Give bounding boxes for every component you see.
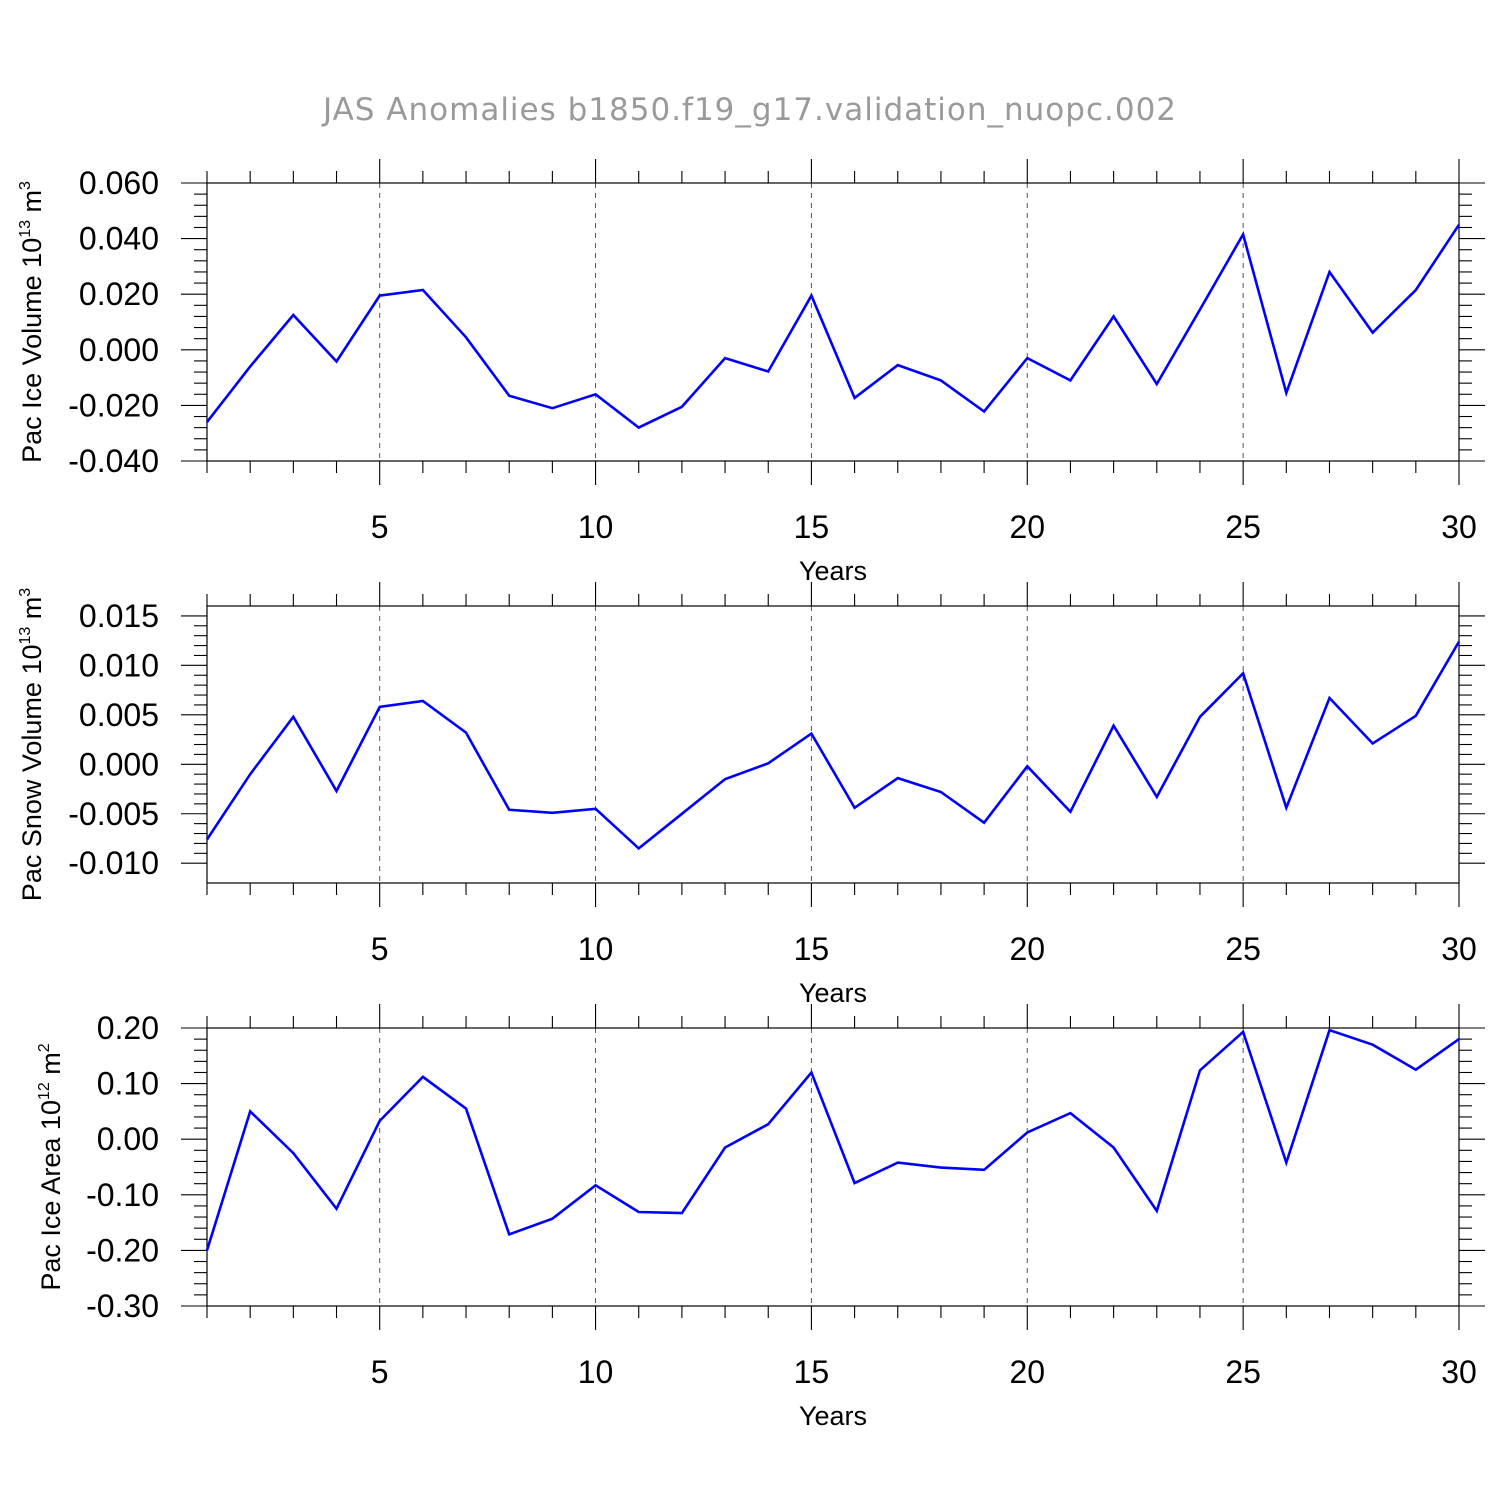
series-line bbox=[205, 1028, 1460, 1251]
x-axis-label: Years bbox=[799, 978, 867, 1008]
y-tick-label: -0.020 bbox=[68, 387, 159, 423]
x-tick-label: 10 bbox=[578, 509, 614, 545]
chart-panel-1: -0.040 -0.020 0.000 0.020 0.040 0.060 5 10 15 20 2… bbox=[17, 159, 1485, 586]
x-tick-label: 5 bbox=[371, 931, 389, 967]
x-tick-label: 15 bbox=[794, 931, 830, 967]
y-tick-label: 0.20 bbox=[97, 1010, 159, 1046]
y-tick-label: 0.005 bbox=[79, 697, 159, 733]
y-axis-label: Pac Ice Volume 1013 m3 bbox=[17, 181, 47, 463]
x-tick-label: 15 bbox=[794, 1354, 830, 1390]
y-tick-label: 0.015 bbox=[79, 598, 159, 634]
x-tick-label: 20 bbox=[1009, 1354, 1045, 1390]
x-tick-label: 20 bbox=[1009, 931, 1045, 967]
y-tick-label: -0.040 bbox=[68, 443, 159, 479]
x-tick-label: 10 bbox=[578, 931, 614, 967]
x-tick-label: 5 bbox=[371, 1354, 389, 1390]
y-tick-label: 0.10 bbox=[97, 1066, 159, 1102]
y-tick-label: 0.040 bbox=[79, 221, 159, 257]
chart-panel-2: -0.010 -0.005 0.000 0.005 0.010 0.015 5 10 15 20 2… bbox=[17, 582, 1485, 1008]
y-tick-label: -0.005 bbox=[68, 796, 159, 832]
plot-frame bbox=[206, 182, 1460, 462]
panels: -0.040 -0.020 0.000 0.020 0.040 0.060 5 10 15 20 2… bbox=[17, 159, 1485, 1431]
y-tick-label: -0.20 bbox=[86, 1232, 159, 1268]
x-tick-label: 10 bbox=[578, 1354, 614, 1390]
series-line bbox=[205, 640, 1461, 851]
x-axis-label: Years bbox=[799, 1401, 867, 1431]
y-tick-label: 0.010 bbox=[79, 647, 159, 683]
x-tick-label: 30 bbox=[1441, 509, 1477, 545]
plot-frame bbox=[206, 605, 1460, 884]
y-axis-label: Pac Snow Volume 1013 m3 bbox=[17, 588, 47, 901]
x-tick-label: 5 bbox=[371, 509, 389, 545]
y-tick-label: 0.000 bbox=[79, 746, 159, 782]
y-tick-label: 0.060 bbox=[79, 165, 159, 201]
y-axis-label: Pac Ice Area 1012 m2 bbox=[36, 1043, 66, 1290]
x-tick-label: 30 bbox=[1441, 1354, 1477, 1390]
x-tick-label: 15 bbox=[794, 509, 830, 545]
plot-frame bbox=[206, 1027, 1460, 1307]
series-line bbox=[205, 223, 1461, 430]
x-tick-label: 20 bbox=[1009, 509, 1045, 545]
y-tick-label: 0.00 bbox=[97, 1121, 159, 1157]
y-tick-label: -0.010 bbox=[68, 845, 159, 881]
y-tick-label: 0.000 bbox=[79, 332, 159, 368]
chart-panel-3: -0.30 -0.20 -0.10 0.00 0.10 0.20 5 10 15 20 25 30 Ye… bbox=[36, 1004, 1485, 1431]
y-tick-label: -0.30 bbox=[86, 1288, 159, 1324]
y-tick-label: -0.10 bbox=[86, 1177, 159, 1213]
x-tick-label: 25 bbox=[1225, 509, 1261, 545]
x-tick-label: 30 bbox=[1441, 931, 1477, 967]
x-tick-label: 25 bbox=[1225, 1354, 1261, 1390]
y-tick-label: 0.020 bbox=[79, 276, 159, 312]
figure-title: JAS Anomalies b1850.f19_g17.validation_n… bbox=[321, 92, 1177, 128]
x-tick-label: 25 bbox=[1225, 931, 1261, 967]
x-axis-label: Years bbox=[799, 556, 867, 586]
